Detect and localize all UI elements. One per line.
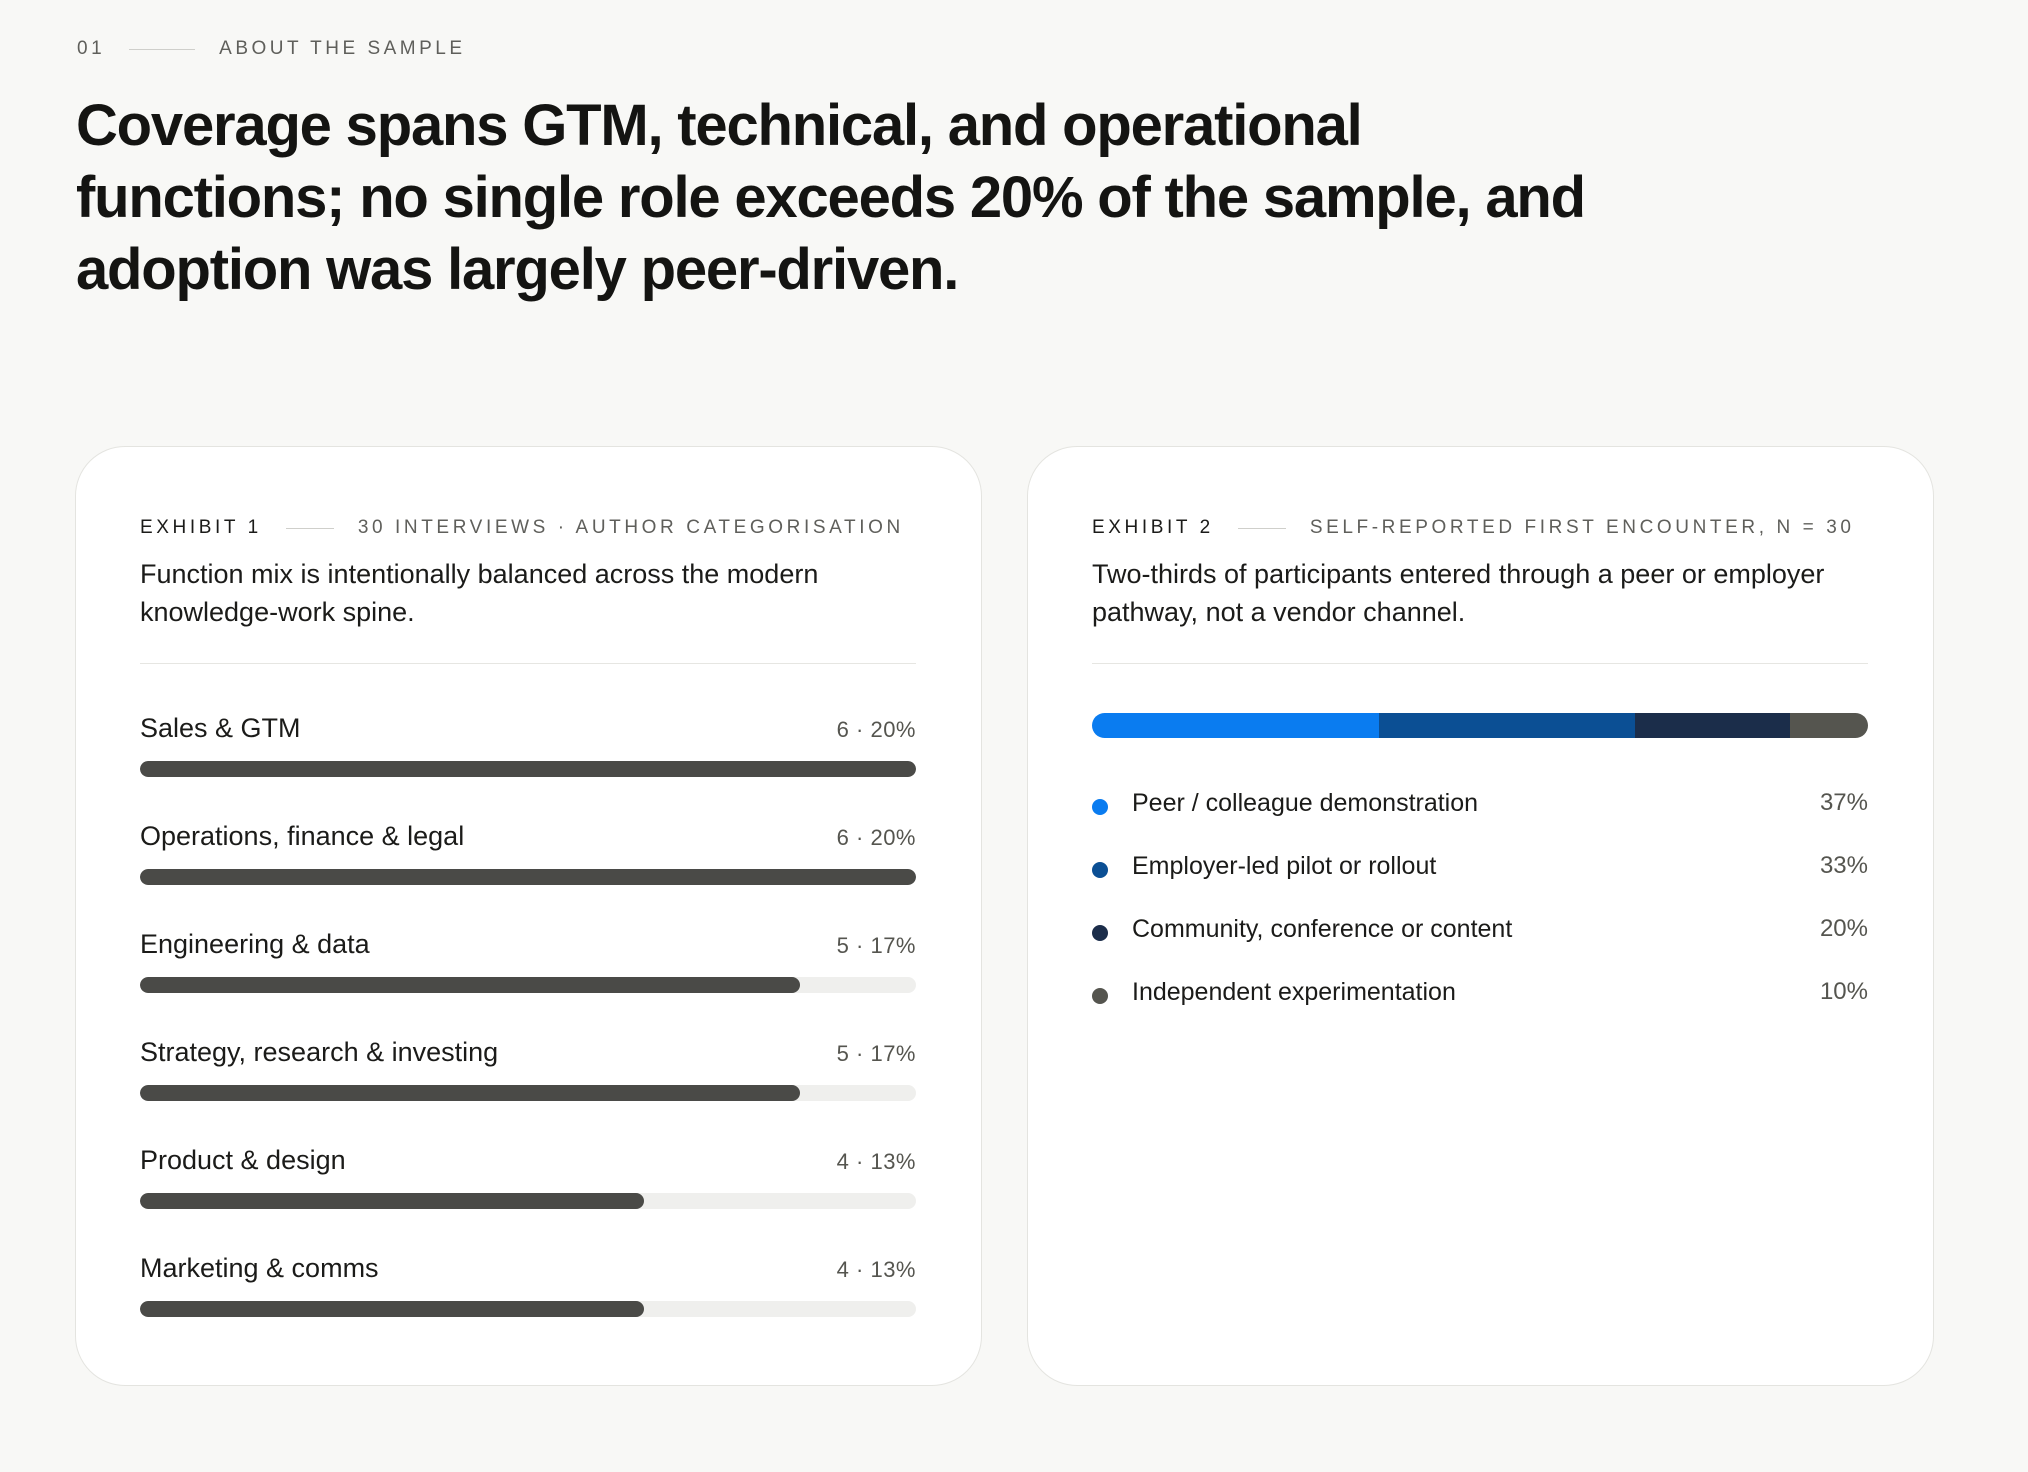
legend-value: 20% <box>1819 915 1868 942</box>
bar-fill <box>140 1193 645 1209</box>
bar-value-label: 6 · 20% <box>836 825 916 850</box>
bar-label: Sales & GTM <box>140 713 301 743</box>
bar-track <box>140 761 916 777</box>
exhibit-2-divider <box>1092 663 1868 664</box>
legend-label: Peer / colleague demonstration <box>1132 789 1479 817</box>
page-headline: Coverage spans GTM, technical, and opera… <box>76 93 1586 302</box>
stack-segment <box>1092 713 1380 738</box>
bar-label: Product & design <box>140 1145 346 1175</box>
stack-segment <box>1635 713 1791 738</box>
bar-row: Strategy, research & investing 5 · 17% <box>140 1037 916 1117</box>
legend-dot-icon <box>1092 799 1108 815</box>
bar-row: Product & design 4 · 13% <box>140 1145 916 1225</box>
bar-track <box>140 1085 916 1101</box>
exhibit-2-source: SELF-REPORTED FIRST ENCOUNTER, N = 30 <box>1309 517 1855 538</box>
legend-dot-icon <box>1092 988 1108 1004</box>
legend-dot-icon <box>1092 925 1108 941</box>
section-number: 01 <box>77 38 106 59</box>
bar-value-label: 5 · 17% <box>836 933 916 958</box>
exhibit-1-divider <box>140 663 916 664</box>
bar-fill <box>140 1301 645 1317</box>
exhibit-1-tag: EXHIBIT 1 <box>140 517 262 538</box>
legend-value: 10% <box>1819 978 1868 1005</box>
bar-track <box>140 1301 916 1317</box>
legend-item: Employer-led pilot or rollout 33% <box>1092 850 1868 890</box>
section-title: ABOUT THE SAMPLE <box>219 38 466 59</box>
bar-label: Marketing & comms <box>140 1253 379 1283</box>
bar-value-label: 4 · 13% <box>836 1257 916 1282</box>
bar-row: Operations, finance & legal 6 · 20% <box>140 821 916 901</box>
legend-label: Employer-led pilot or rollout <box>1132 852 1437 880</box>
bar-label: Engineering & data <box>140 929 370 959</box>
first-encounter-stacked-bar <box>1092 713 1868 738</box>
exhibit-2-card: EXHIBIT 2 SELF-REPORTED FIRST ENCOUNTER,… <box>1027 446 1934 1386</box>
bar-track <box>140 1193 916 1209</box>
legend-item: Peer / colleague demonstration 37% <box>1092 787 1868 827</box>
legend-label: Independent experimentation <box>1132 978 1456 1006</box>
bar-row: Sales & GTM 6 · 20% <box>140 713 916 793</box>
legend-item: Independent experimentation 10% <box>1092 976 1868 1016</box>
exhibit-1-card: EXHIBIT 1 30 INTERVIEWS · AUTHOR CATEGOR… <box>75 446 982 1386</box>
exhibit-1-rule <box>285 527 334 529</box>
legend-item: Community, conference or content 20% <box>1092 913 1868 953</box>
bar-value-label: 6 · 20% <box>836 717 916 742</box>
exhibit-1-title: Function mix is intentionally balanced a… <box>140 559 819 627</box>
section-label: 01 ABOUT THE SAMPLE <box>77 38 466 60</box>
exhibit-1-source: 30 INTERVIEWS · AUTHOR CATEGORISATION <box>357 517 904 538</box>
bar-label: Operations, finance & legal <box>140 821 465 851</box>
legend-label: Community, conference or content <box>1132 915 1513 943</box>
bar-row: Engineering & data 5 · 17% <box>140 929 916 1009</box>
exhibit-1-eyebrow: EXHIBIT 1 30 INTERVIEWS · AUTHOR CATEGOR… <box>140 517 904 539</box>
bar-value-label: 5 · 17% <box>836 1041 916 1066</box>
legend-value: 33% <box>1819 852 1868 879</box>
bar-row: Marketing & comms 4 · 13% <box>140 1253 916 1333</box>
bar-value-label: 4 · 13% <box>836 1149 916 1174</box>
exhibit-2-tag: EXHIBIT 2 <box>1092 517 1214 538</box>
stack-segment <box>1790 713 1868 738</box>
bar-fill <box>140 1085 800 1101</box>
bar-label: Strategy, research & investing <box>140 1037 499 1067</box>
exhibit-2-eyebrow: EXHIBIT 2 SELF-REPORTED FIRST ENCOUNTER,… <box>1092 517 1855 539</box>
bar-track <box>140 869 916 885</box>
bar-track <box>140 977 916 993</box>
legend-value: 37% <box>1819 789 1868 816</box>
bar-fill <box>140 869 916 885</box>
exhibit-2-title: Two-thirds of participants entered throu… <box>1092 559 1825 627</box>
legend-dot-icon <box>1092 862 1108 878</box>
section-rule <box>129 48 196 50</box>
bar-fill <box>140 761 916 777</box>
bar-fill <box>140 977 800 993</box>
exhibit-2-rule <box>1237 527 1286 529</box>
stack-segment <box>1379 713 1636 738</box>
